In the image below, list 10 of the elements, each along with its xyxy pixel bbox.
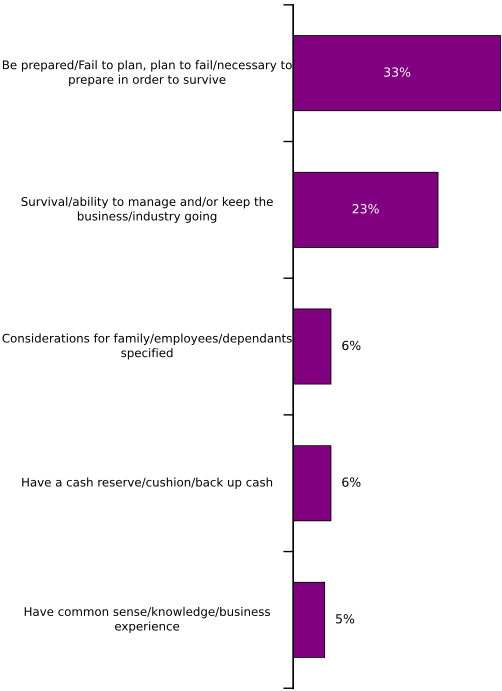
data-label: 6%: [342, 340, 360, 350]
data-label: 6%: [342, 477, 360, 487]
data-label: 33%: [384, 67, 410, 77]
y-tick-label: Considerations for family/employees/dependants specified: [2, 334, 292, 360]
y-tick-label: Have a cash reserve/cushion/back up cash: [22, 478, 272, 489]
y-tick-label: Survival/ability to manage and/or keep the business/industry going: [22, 196, 273, 223]
y-tick-label: Have common sense/knowledge/business experience: [24, 606, 270, 633]
data-label: 23%: [352, 204, 379, 214]
data-label: 5%: [336, 614, 354, 624]
y-tick-label: Be prepared/Fail to plan, plan to fail/necessary to prepare in order to survive: [2, 60, 292, 86]
